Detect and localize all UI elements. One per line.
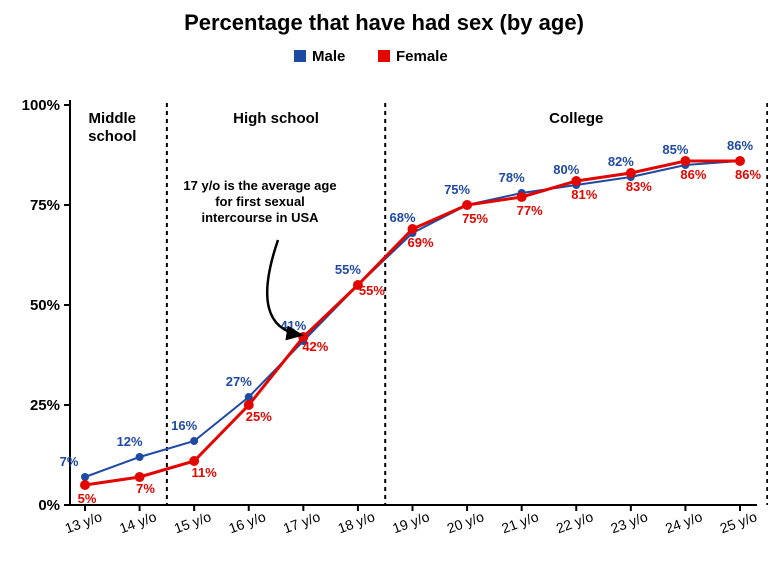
- series-marker: [80, 480, 90, 490]
- data-label: 86%: [727, 138, 753, 153]
- data-label: 82%: [608, 154, 634, 169]
- x-tick-label: 19 y/o: [390, 508, 432, 536]
- series-marker: [408, 224, 418, 234]
- percentage-sex-by-age-chart: Percentage that have had sex (by age) Mal…: [0, 0, 768, 576]
- data-label: 80%: [553, 162, 579, 177]
- x-tick-label: 16 y/o: [226, 508, 268, 536]
- data-label: 81%: [571, 187, 597, 202]
- series-marker: [190, 437, 198, 445]
- data-label: 75%: [444, 182, 470, 197]
- series-marker: [517, 192, 527, 202]
- y-tick-label: 75%: [30, 197, 60, 214]
- x-tick-label: 13 y/o: [63, 508, 105, 536]
- data-label: 5%: [78, 491, 97, 506]
- annotation-text: for first sexual: [215, 194, 305, 209]
- data-label: 12%: [117, 434, 143, 449]
- x-tick-label: 15 y/o: [172, 508, 214, 536]
- data-label: 85%: [662, 142, 688, 157]
- y-tick-label: 100%: [22, 97, 60, 114]
- series-marker: [81, 473, 89, 481]
- legend-label: Female: [396, 48, 448, 65]
- section-label: High school: [233, 110, 319, 127]
- annotation-text: 17 y/o is the average age: [183, 178, 336, 193]
- y-tick-label: 50%: [30, 297, 60, 314]
- data-label: 78%: [499, 170, 525, 185]
- section-label: College: [549, 110, 603, 127]
- data-label: 86%: [735, 167, 761, 182]
- data-label: 25%: [246, 409, 272, 424]
- data-label: 83%: [626, 179, 652, 194]
- x-tick-label: 14 y/o: [117, 508, 159, 536]
- section-label: Middle: [89, 110, 137, 127]
- x-tick-label: 25 y/o: [718, 508, 760, 536]
- data-label: 16%: [171, 418, 197, 433]
- data-label: 68%: [389, 210, 415, 225]
- legend-swatch: [294, 50, 306, 62]
- legend-swatch: [378, 50, 390, 62]
- data-label: 27%: [226, 374, 252, 389]
- data-label: 11%: [192, 465, 218, 480]
- x-tick-label: 21 y/o: [499, 508, 541, 536]
- series-marker: [680, 156, 690, 166]
- x-tick-label: 18 y/o: [336, 508, 378, 536]
- x-tick-label: 17 y/o: [281, 508, 323, 536]
- legend: Male Female: [294, 48, 448, 65]
- data-label: 77%: [517, 203, 543, 218]
- y-tick-label: 25%: [30, 397, 60, 414]
- series-marker: [735, 156, 745, 166]
- x-tick-label: 22 y/o: [554, 508, 596, 536]
- series-marker: [571, 176, 581, 186]
- data-label: 42%: [302, 339, 328, 354]
- y-tick-label: 0%: [38, 497, 60, 514]
- data-label: 55%: [335, 262, 361, 277]
- x-tick-label: 23 y/o: [608, 508, 650, 536]
- series-marker: [626, 168, 636, 178]
- data-label: 69%: [407, 235, 433, 250]
- data-label: 55%: [359, 283, 385, 298]
- data-label: 75%: [462, 211, 488, 226]
- x-tick-label: 24 y/o: [663, 508, 705, 536]
- data-label: 7%: [60, 454, 79, 469]
- chart-title: Percentage that have had sex (by age): [184, 10, 584, 35]
- annotation-text: intercourse in USA: [201, 210, 319, 225]
- legend-label: Male: [312, 48, 345, 65]
- data-label: 86%: [680, 167, 706, 182]
- series-marker: [462, 200, 472, 210]
- series-marker: [136, 453, 144, 461]
- data-label: 7%: [136, 481, 155, 496]
- x-tick-label: 20 y/o: [445, 508, 487, 536]
- section-label: school: [88, 128, 136, 145]
